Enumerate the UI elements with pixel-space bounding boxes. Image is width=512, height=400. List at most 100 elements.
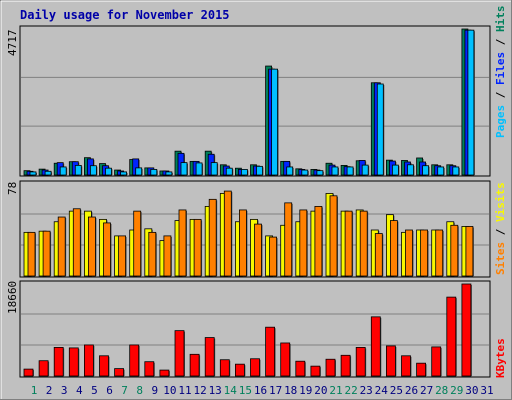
bar-kbytes-day-1 (23, 368, 34, 377)
bar-pages-day-27 (422, 165, 430, 176)
legend-sep-1: / (494, 85, 507, 105)
bar-kbytes-day-4 (68, 347, 79, 377)
x-tick-day-29: 29 (450, 384, 463, 397)
bar-kbytes-day-22 (340, 354, 351, 377)
x-tick-day-21: 21 (329, 384, 342, 397)
bar-pages-day-30 (467, 29, 475, 176)
bar-pages-day-19 (301, 169, 309, 176)
bar-pages-day-29 (452, 166, 460, 176)
bar-kbytes-day-10 (159, 369, 170, 377)
x-tick-day-18: 18 (284, 384, 297, 397)
bar-pages-day-10 (165, 171, 173, 176)
bar-pages-day-4 (74, 165, 82, 176)
bar-sites-day-26 (405, 229, 413, 277)
bar-sites-day-14 (223, 190, 232, 277)
x-tick-day-6: 6 (106, 384, 113, 397)
bar-sites-day-30 (465, 226, 474, 277)
bar-kbytes-day-2 (38, 360, 49, 377)
plot-area (21, 28, 489, 377)
bar-pages-day-9 (150, 169, 158, 176)
bar-sites-day-18 (284, 202, 293, 277)
bar-pages-day-7 (120, 171, 127, 176)
legend-kbytes: KBytes (494, 338, 507, 378)
bar-kbytes-day-14 (219, 359, 230, 377)
bar-sites-day-11 (178, 209, 187, 277)
x-tick-day-3: 3 (61, 384, 68, 397)
bar-sites-day-23 (359, 210, 368, 277)
bar-kbytes-day-25 (385, 345, 396, 377)
bar-pages-day-25 (391, 164, 399, 176)
bar-kbytes-day-27 (416, 362, 427, 377)
bar-sites-day-21 (329, 195, 338, 277)
bar-kbytes-day-7 (114, 368, 124, 377)
bar-kbytes-day-20 (310, 365, 321, 377)
x-tick-day-8: 8 (136, 384, 143, 397)
x-axis-day-labels: 1 2 3 4 5 6 7 8 9 10 11 12 13 14 15 16 17 18 19 20 21 22 23 24 2… (31, 384, 494, 397)
x-tick-day-16: 16 (254, 384, 267, 397)
x-tick-day-14: 14 (224, 384, 238, 397)
x-tick-day-31: 31 (480, 384, 493, 397)
bar-pages-day-12 (195, 162, 203, 176)
bar-pages-day-22 (346, 166, 354, 176)
bar-pages-day-13 (210, 162, 218, 176)
bar-kbytes-day-16 (250, 358, 260, 377)
bar-pages-day-11 (180, 162, 188, 176)
bar-pages-day-1 (29, 171, 37, 176)
bar-kbytes-day-30 (461, 283, 472, 377)
bar-pages-day-21 (331, 166, 339, 176)
bar-kbytes-day-11 (174, 330, 185, 377)
kbytes-ymax-label: 18660 (6, 281, 19, 314)
x-tick-day-17: 17 (269, 384, 282, 397)
bar-pages-day-18 (286, 166, 294, 176)
bar-sites-day-15 (238, 209, 247, 277)
x-tick-day-26: 26 (405, 384, 418, 397)
bar-sites-day-12 (193, 218, 202, 277)
bar-kbytes-day-6 (99, 355, 109, 377)
bar-kbytes-day-12 (189, 353, 200, 377)
bar-kbytes-day-23 (355, 347, 366, 377)
bar-pages-day-26 (407, 164, 414, 176)
bar-pages-day-23 (361, 164, 369, 176)
bar-kbytes-day-5 (84, 344, 94, 377)
x-tick-day-12: 12 (193, 384, 206, 397)
legend-files: Files (494, 52, 507, 85)
bar-kbytes-day-13 (204, 337, 215, 377)
x-tick-day-24: 24 (375, 384, 389, 397)
x-tick-day-25: 25 (390, 384, 403, 397)
x-tick-day-19: 19 (299, 384, 312, 397)
bar-pages-day-6 (105, 167, 112, 176)
legend-pages: Pages (494, 105, 507, 138)
bar-pages-day-3 (59, 166, 67, 176)
bar-pages-day-28 (437, 166, 445, 176)
bar-kbytes-day-15 (234, 363, 245, 377)
panel-hits-files-pages (19, 25, 491, 177)
bar-sites-day-25 (389, 220, 398, 277)
bar-pages-day-17 (271, 68, 279, 176)
bar-sites-day-29 (450, 224, 459, 277)
bar-pages-day-5 (90, 165, 97, 176)
bar-sites-day-5 (88, 216, 96, 277)
legend-hits: Hits (494, 6, 507, 33)
bar-kbytes-day-3 (53, 347, 64, 377)
x-tick-day-13: 13 (209, 384, 222, 397)
bar-pages-day-15 (240, 169, 248, 176)
bar-sites-day-8 (133, 210, 142, 277)
bar-pages-day-2 (44, 170, 52, 176)
bar-kbytes-day-8 (129, 344, 140, 377)
bar-sites-day-22 (344, 210, 353, 277)
x-tick-day-4: 4 (76, 384, 83, 397)
bar-sites-day-10 (163, 235, 172, 277)
x-tick-day-23: 23 (360, 384, 373, 397)
legend-sep-2: / (494, 32, 507, 52)
bar-sites-day-2 (42, 230, 51, 277)
x-tick-day-5: 5 (91, 384, 98, 397)
bar-sites-day-3 (57, 216, 66, 277)
bar-sites-day-1 (27, 231, 36, 277)
bar-kbytes-day-17 (265, 326, 276, 377)
bar-sites-day-19 (299, 209, 308, 277)
bar-sites-day-6 (103, 222, 111, 277)
bar-sites-day-28 (435, 229, 444, 277)
bar-sites-day-13 (208, 198, 217, 277)
chart-title: Daily usage for November 2015 (20, 8, 230, 22)
